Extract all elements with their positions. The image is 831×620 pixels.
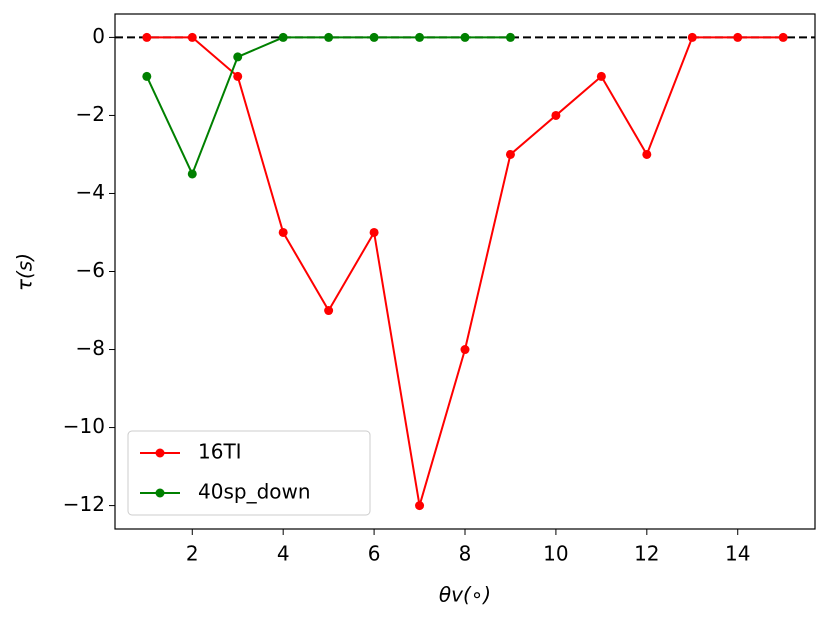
data-point — [187, 169, 197, 179]
y-axis-label: τ(s) — [13, 253, 37, 291]
data-point — [187, 32, 197, 42]
data-point — [687, 32, 697, 42]
data-point — [369, 32, 379, 42]
x-tick-label: 14 — [725, 542, 750, 566]
y-tick-label: −4 — [76, 180, 105, 204]
data-point — [596, 71, 606, 81]
data-point — [778, 32, 788, 42]
data-point — [551, 110, 561, 120]
plot-frame — [114, 13, 816, 530]
data-point — [278, 32, 288, 42]
x-tick-label: 6 — [368, 542, 381, 566]
legend-marker — [155, 448, 165, 458]
x-axis-label: θv(∘) — [439, 583, 491, 607]
y-tick-label: −12 — [63, 492, 105, 516]
legend-label: 40sp_down — [198, 480, 311, 504]
data-point — [505, 149, 515, 159]
data-point — [142, 32, 152, 42]
y-tick-label: −10 — [63, 414, 105, 438]
x-tick-label: 10 — [543, 542, 568, 566]
y-tick-label: 0 — [92, 24, 105, 48]
data-point — [460, 32, 470, 42]
series-line — [145, 36, 511, 177]
legend-box — [127, 430, 371, 516]
data-point — [324, 32, 334, 42]
y-tick-label: −6 — [76, 258, 105, 282]
legend-marker — [155, 488, 165, 498]
data-point — [460, 345, 470, 355]
x-tick-label: 2 — [186, 542, 199, 566]
x-tick-label: 12 — [634, 542, 659, 566]
data-point — [233, 71, 243, 81]
data-point — [642, 149, 652, 159]
x-tick-label: 4 — [277, 542, 290, 566]
data-point — [324, 306, 334, 316]
data-point — [369, 227, 379, 237]
data-point — [505, 32, 515, 42]
legend-label: 16TI — [198, 440, 242, 464]
data-point — [233, 52, 243, 62]
data-point — [278, 227, 288, 237]
data-point — [733, 32, 743, 42]
y-tick-label: −2 — [76, 102, 105, 126]
data-point — [415, 32, 425, 42]
data-point — [142, 71, 152, 81]
y-tick-label: −8 — [76, 336, 105, 360]
data-point — [415, 501, 425, 511]
x-tick-label: 8 — [459, 542, 472, 566]
